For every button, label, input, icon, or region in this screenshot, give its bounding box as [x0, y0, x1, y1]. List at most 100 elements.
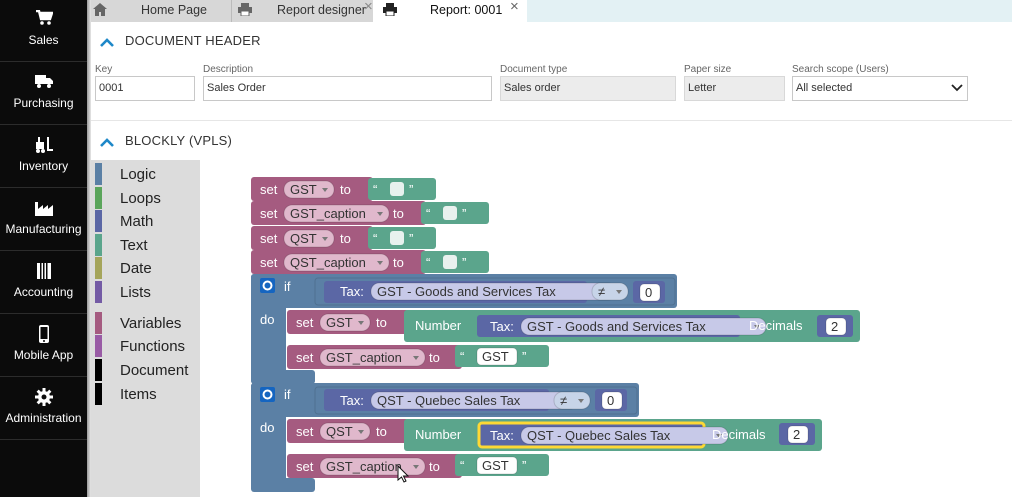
section-divider [91, 120, 1012, 121]
sidebar-item-label: Accounting [13, 285, 74, 299]
to-keyword: to [429, 459, 440, 474]
gear-ring [262, 389, 273, 400]
truck-icon [0, 73, 87, 91]
toolbox-category-date[interactable]: Date [95, 257, 200, 279]
close-quote: ” [462, 206, 466, 221]
sidebar-item-sales[interactable]: Sales [0, 0, 87, 62]
category-label: Document [120, 362, 189, 379]
number-keyword: Number [415, 318, 462, 333]
dropdown-arrow-icon [413, 356, 419, 360]
set-keyword: set [260, 255, 278, 270]
category-color-swatch [95, 187, 102, 209]
sidebar-item-inventory[interactable]: Inventory [0, 126, 87, 188]
tax-keyword: Tax: [340, 284, 364, 299]
tax-dropdown-qst[interactable] [520, 426, 729, 445]
variable-dropdown-label: QST [290, 231, 317, 246]
text-value-field[interactable] [476, 456, 518, 475]
decimals-field[interactable] [787, 425, 809, 444]
toolbox-category-lists[interactable]: Lists [95, 281, 200, 303]
to-keyword: to [393, 206, 404, 221]
decimals-keyword: Decimals [712, 427, 766, 442]
close-icon[interactable]: × [510, 0, 519, 15]
description-input[interactable]: Sales Order [203, 76, 492, 101]
section-title: DOCUMENT HEADER [125, 33, 261, 48]
variable-dropdown-label: QST [326, 424, 353, 439]
sidebar-item-manufacturing[interactable]: Manufacturing [0, 189, 87, 251]
operator-dropdown[interactable] [553, 391, 591, 410]
dropdown-arrow-icon [377, 261, 383, 265]
mobile-icon [0, 325, 87, 343]
tab-report-designer[interactable]: Report designer × [231, 0, 373, 22]
sidebar-edge [87, 0, 91, 497]
category-label: Lists [120, 284, 151, 301]
text-value-field[interactable] [476, 347, 518, 366]
sidebar-item-label: Administration [5, 411, 82, 425]
operator-dropdown[interactable] [591, 282, 629, 301]
tax-keyword: Tax: [340, 393, 364, 408]
toolbox-category-functions[interactable]: Functions [95, 335, 200, 357]
empty-text-field[interactable] [443, 206, 457, 220]
tax-dropdown-qst-label: QST - Quebec Sales Tax [377, 393, 521, 408]
toolbox-category-math[interactable]: Math [95, 210, 200, 232]
decimals-field[interactable] [825, 317, 847, 336]
tax-dropdown-qst-label: QST - Quebec Sales Tax [527, 428, 671, 443]
text-value-field-label: GST [482, 458, 509, 473]
number-field[interactable] [601, 391, 623, 410]
variable-dropdown[interactable] [283, 204, 390, 223]
to-keyword: to [429, 350, 440, 365]
toolbox-category-items[interactable]: Items [95, 383, 200, 405]
dropdown-arrow-icon [322, 237, 328, 241]
number-field[interactable] [639, 283, 661, 302]
settings-gear-icon[interactable] [260, 278, 275, 293]
toolbox-category-logic[interactable]: Logic [95, 163, 200, 185]
tax-dropdown-gst[interactable] [520, 317, 767, 336]
empty-text-field[interactable] [390, 182, 404, 196]
sidebar-item-accounting[interactable]: Accounting [0, 252, 87, 314]
toolbox-category-variables[interactable]: Variables [95, 312, 200, 334]
blockly-workspace[interactable]: set GST to “” set GST_caption to “” set QST to “” se… [200, 160, 1012, 497]
close-quote: ” [522, 349, 526, 364]
sidebar-item-purchasing[interactable]: Purchasing [0, 63, 87, 125]
dropdown-arrow-icon [413, 465, 419, 469]
tab-report-0001[interactable]: Report: 0001 × [373, 0, 527, 22]
close-icon[interactable]: × [364, 0, 373, 15]
category-color-swatch [95, 281, 102, 303]
tab-home-page[interactable]: Home Page [91, 0, 231, 22]
category-color-swatch [95, 210, 102, 232]
open-quote: “ [373, 231, 377, 246]
variable-dropdown[interactable] [283, 180, 335, 199]
toolbox-category-loops[interactable]: Loops [95, 187, 200, 209]
text-value-field-label: GST [482, 349, 509, 364]
sidebar-item-administration[interactable]: Administration [0, 378, 87, 440]
tax-keyword: Tax: [490, 428, 514, 443]
empty-text-field[interactable] [390, 231, 404, 245]
key-input[interactable]: 0001 [95, 76, 195, 101]
sidebar-item-label: Purchasing [13, 96, 74, 110]
if-keyword: if [284, 279, 291, 294]
to-keyword: to [393, 255, 404, 270]
variable-dropdown[interactable] [283, 229, 335, 248]
sidebar-item-mobile-app[interactable]: Mobile App [0, 315, 87, 377]
do-keyword: do [260, 420, 274, 435]
search-scope-select[interactable]: All selected [792, 76, 968, 101]
tax-dropdown-gst-label: GST - Goods and Services Tax [377, 284, 556, 299]
variable-dropdown[interactable] [319, 313, 371, 332]
empty-text-field[interactable] [443, 255, 457, 269]
home-icon [93, 3, 107, 19]
variable-dropdown[interactable] [319, 422, 371, 441]
settings-gear-icon[interactable] [260, 387, 275, 402]
toolbox-category-text[interactable]: Text [95, 234, 200, 256]
operator-dropdown-label: ≠ [560, 393, 567, 408]
variable-dropdown[interactable] [283, 253, 390, 272]
block-canvas[interactable]: set GST to “”set GST_caption to “”set QST to “”se… [200, 160, 1012, 497]
toolbox-category-document[interactable]: Document [95, 359, 200, 381]
dropdown-arrow-icon [358, 321, 364, 325]
dropdown-arrow-icon [358, 430, 364, 434]
variable-dropdown-label: GST [290, 182, 317, 197]
variable-dropdown[interactable] [319, 348, 426, 367]
set-keyword: set [260, 231, 278, 246]
open-quote: “ [426, 206, 430, 221]
close-quote: ” [522, 458, 526, 473]
decimals-keyword: Decimals [749, 318, 803, 333]
